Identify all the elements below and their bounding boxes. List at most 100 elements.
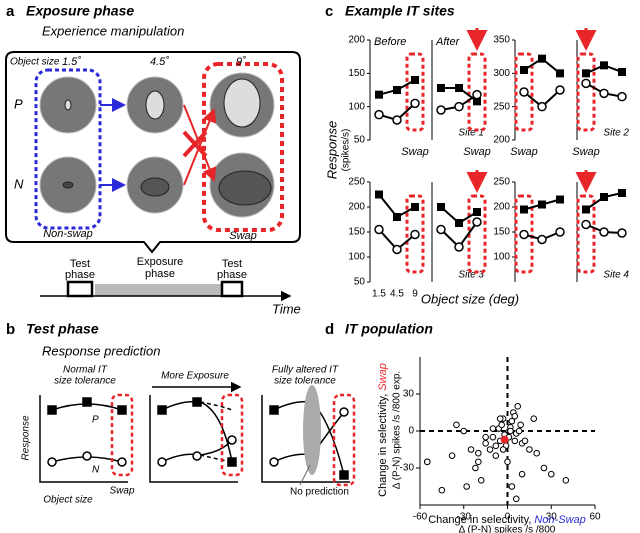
marker: [374, 224, 384, 235]
marker: [375, 190, 383, 199]
point: [423, 458, 431, 466]
marker: [538, 54, 546, 63]
label: 4.5˚: [150, 56, 169, 68]
marker: [454, 101, 464, 112]
label: P: [92, 415, 99, 426]
label: phase: [217, 269, 247, 281]
markers: [47, 397, 349, 480]
swap-box: [405, 194, 425, 274]
point: [467, 446, 475, 453]
label: Test: [222, 258, 242, 270]
test-box: [220, 280, 244, 298]
marker: [599, 88, 609, 99]
marker: [618, 68, 626, 76]
point: [530, 415, 538, 422]
point: [515, 427, 523, 435]
label: a: [6, 3, 15, 20]
y-tick-label: 200: [348, 35, 365, 46]
marker: [473, 208, 481, 216]
y-tick-label: 250: [348, 177, 365, 188]
point: [460, 427, 468, 435]
label: Object size (deg): [421, 291, 519, 306]
point: [511, 437, 519, 445]
marker: [520, 66, 528, 74]
marker: [375, 90, 383, 99]
label: size tolerance: [54, 376, 116, 387]
label: 1.5˚: [62, 56, 81, 68]
point: [547, 470, 555, 478]
y-tick-label: 50: [354, 135, 366, 146]
point: [482, 440, 489, 447]
point: [517, 421, 524, 429]
label: Fully altered IT: [272, 365, 339, 376]
point: [507, 427, 514, 435]
swap-box: [467, 194, 487, 274]
phase-label: Before: [374, 36, 406, 48]
label: Time: [272, 301, 301, 316]
marker: [537, 101, 547, 112]
marker: [472, 89, 482, 100]
y-tick-label: 100: [348, 252, 365, 263]
marker: [617, 91, 627, 102]
marker: [437, 203, 445, 211]
marker: [600, 193, 608, 201]
marker: [618, 189, 626, 197]
point: [477, 477, 485, 484]
label: Non-swap: [43, 228, 93, 240]
label: b: [6, 321, 15, 338]
point: [472, 464, 479, 472]
marker: [393, 86, 401, 94]
label: 9˚: [236, 56, 246, 68]
label: Exposure: [137, 256, 183, 268]
marker: [537, 234, 547, 245]
point: [498, 421, 505, 429]
y-tick-label: 150: [493, 227, 510, 238]
y-tick-label: 100: [493, 252, 510, 263]
x-tick-label: 1.5: [372, 289, 386, 300]
marker: [582, 205, 590, 214]
label: Δ (P-N) spikes /s /800 exp.: [392, 371, 403, 489]
swap-box: [514, 52, 534, 132]
y-axis-label: Change in selectivity, Swap: [377, 363, 389, 497]
y-tick-label: 150: [348, 68, 365, 79]
swap-box: [467, 52, 487, 132]
label: P: [14, 96, 23, 111]
label: More Exposure: [161, 371, 229, 382]
label: Object size: [43, 495, 93, 506]
no-prediction-zone: [303, 385, 321, 475]
marker: [519, 87, 529, 97]
marker: [519, 229, 529, 240]
marker: [436, 224, 446, 235]
x-tick-label: 9: [412, 289, 418, 300]
point: [448, 452, 456, 459]
label: size tolerance: [274, 376, 336, 387]
point: [438, 486, 446, 494]
marker: [392, 244, 402, 255]
label: Exposure phase: [26, 3, 134, 19]
point: [512, 495, 520, 503]
marker: [455, 219, 463, 227]
marker: [374, 109, 384, 120]
marker: [599, 227, 609, 237]
point: [526, 446, 533, 453]
marker: [436, 105, 446, 115]
x-tick-label: 30: [546, 512, 558, 523]
label: Example IT sites: [345, 3, 455, 19]
marker: [555, 227, 565, 237]
site-label: Site 1: [458, 128, 484, 139]
marker: [455, 84, 463, 92]
y-tick-label: 200: [493, 202, 510, 213]
x-tick-label: 4.5: [390, 289, 404, 300]
label: Test phase: [26, 321, 99, 337]
label: Δ (P-N) spikes /s /800: [459, 525, 556, 533]
marker: [556, 69, 564, 78]
marker: [410, 98, 420, 109]
y-tick-label: 200: [493, 135, 510, 146]
swap-box: [576, 194, 596, 274]
pointer: [299, 464, 311, 486]
phase-label: After: [435, 36, 461, 48]
label: Experience manipulation: [42, 23, 184, 38]
label: Swap: [109, 486, 134, 497]
cross: [182, 130, 208, 158]
point: [489, 425, 497, 432]
